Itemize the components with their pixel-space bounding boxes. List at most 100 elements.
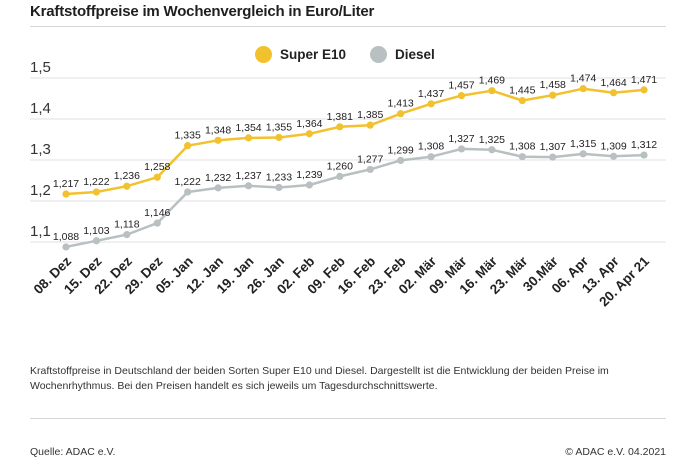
data-label-super: 1,348 [205,124,231,136]
data-label-super: 1,457 [448,80,474,92]
legend-label-super: Super E10 [280,47,347,62]
data-label-diesel: 1,237 [235,170,261,182]
data-label-diesel: 1,315 [570,138,596,150]
data-point-super [244,134,253,142]
data-label-diesel: 1,232 [205,172,231,184]
data-point-super [336,123,344,131]
copyright-note: © ADAC e.V. 04.2021 [565,446,666,458]
chart-title: Kraftstoffpreise im Wochenvergleich in E… [30,3,375,20]
data-point-super [305,130,313,138]
data-label-super: 1,355 [266,121,292,133]
data-point-diesel [457,145,466,153]
data-point-diesel [184,188,192,196]
data-label-diesel: 1,308 [509,141,535,153]
data-point-super [92,188,101,196]
data-point-diesel [214,184,222,192]
data-label-super: 1,381 [327,111,353,123]
data-label-super: 1,469 [479,75,505,87]
data-label-diesel: 1,277 [357,153,383,165]
data-label-super: 1,464 [600,77,626,89]
data-label-super: 1,222 [83,176,109,188]
legend-item-super: Super E10 [255,46,346,63]
data-label-diesel: 1,088 [53,231,79,243]
data-label-diesel: 1,309 [600,140,626,152]
legend-label-diesel: Diesel [395,47,435,62]
data-point-diesel [366,165,374,174]
data-label-diesel: 1,146 [144,207,170,219]
data-label-super: 1,385 [357,109,383,121]
legend: Super E10 Diesel [255,46,451,63]
series-line-diesel [65,147,645,249]
data-label-super: 1,364 [296,118,322,130]
data-point-diesel [427,153,435,161]
data-point-super [366,121,374,129]
data-point-diesel [244,182,253,190]
source-note: Quelle: ADAC e.V. [30,446,116,458]
data-point-diesel [640,151,648,159]
series-line-super [65,87,645,196]
data-label-diesel: 1,239 [296,169,322,181]
y-tick-label: 1,5 [30,59,51,76]
data-point-diesel [579,150,587,158]
y-tick-label: 1,2 [30,182,51,199]
data-point-diesel [336,172,344,180]
data-point-diesel [397,156,405,165]
data-point-diesel [92,237,101,245]
data-point-super [549,91,557,99]
data-label-super: 1,445 [509,85,535,97]
data-point-diesel [609,152,618,160]
data-point-diesel [123,231,131,239]
data-label-super: 1,258 [144,161,170,173]
data-label-diesel: 1,118 [114,219,140,231]
data-label-diesel: 1,325 [479,134,505,146]
data-point-super [153,173,161,181]
data-label-diesel: 1,233 [266,171,292,183]
data-point-diesel [549,153,557,161]
data-point-diesel [153,219,161,227]
data-label-diesel: 1,312 [631,139,657,151]
data-label-diesel: 1,260 [327,160,353,172]
data-label-diesel: 1,299 [387,144,413,156]
data-point-diesel [488,146,496,154]
data-label-super: 1,437 [418,88,444,100]
data-label-super: 1,474 [570,73,596,85]
data-point-super [640,86,648,94]
data-label-diesel: 1,307 [540,141,566,153]
data-label-super: 1,335 [175,130,201,142]
y-tick-label: 1,4 [30,100,51,117]
data-label-super: 1,354 [235,122,261,134]
data-label-super: 1,458 [540,79,566,91]
data-label-super: 1,236 [114,170,140,182]
legend-swatch-super [255,46,272,63]
data-point-super [579,85,587,93]
top-divider [30,26,666,27]
data-label-super: 1,217 [53,178,79,190]
data-point-super [518,96,526,105]
data-label-super: 1,471 [631,74,657,86]
data-point-super [457,92,466,100]
data-point-diesel [275,183,283,192]
data-point-diesel [518,153,526,161]
data-point-super [427,100,435,108]
y-tick-label: 1,3 [30,141,51,158]
data-point-super [62,190,70,198]
data-point-diesel [62,243,70,251]
data-label-super: 1,413 [387,98,413,110]
legend-item-diesel: Diesel [370,46,435,63]
data-point-super [397,110,405,118]
data-point-super [184,142,192,150]
y-tick-label: 1,1 [30,223,51,240]
data-point-super [275,133,283,142]
data-label-diesel: 1,103 [83,225,109,237]
data-point-diesel [305,181,313,189]
chart-caption: Kraftstoffpreise in Deutschland der beid… [30,365,609,392]
data-point-super [488,87,496,95]
data-label-diesel: 1,308 [418,141,444,153]
data-label-diesel: 1,327 [448,133,474,145]
legend-swatch-diesel [370,46,388,63]
data-label-diesel: 1,222 [175,176,201,188]
data-point-super [609,89,618,97]
bottom-divider [30,418,666,419]
data-point-super [214,136,222,144]
